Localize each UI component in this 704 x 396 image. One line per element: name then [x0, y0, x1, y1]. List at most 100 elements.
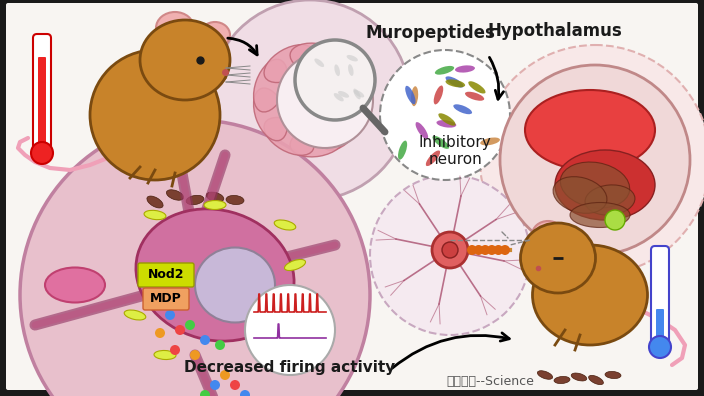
Ellipse shape [140, 20, 230, 100]
Circle shape [245, 285, 335, 375]
Circle shape [200, 335, 210, 345]
Circle shape [474, 245, 484, 255]
FancyBboxPatch shape [143, 288, 189, 310]
Ellipse shape [432, 136, 449, 149]
Text: Muropeptides: Muropeptides [365, 24, 495, 42]
Circle shape [467, 245, 477, 255]
Circle shape [215, 340, 225, 350]
FancyBboxPatch shape [33, 34, 51, 152]
Ellipse shape [560, 162, 629, 208]
Ellipse shape [525, 90, 655, 170]
Circle shape [220, 370, 230, 380]
Ellipse shape [346, 55, 358, 61]
Ellipse shape [284, 259, 306, 270]
Circle shape [175, 325, 185, 335]
Ellipse shape [436, 120, 456, 128]
Ellipse shape [585, 185, 635, 215]
Ellipse shape [206, 192, 224, 202]
Ellipse shape [353, 90, 364, 97]
Ellipse shape [446, 76, 463, 88]
FancyBboxPatch shape [656, 309, 664, 339]
Ellipse shape [321, 104, 363, 150]
Ellipse shape [166, 190, 184, 200]
Text: Hypothalamus: Hypothalamus [488, 22, 622, 40]
Ellipse shape [570, 202, 630, 227]
Ellipse shape [253, 59, 287, 112]
Ellipse shape [415, 122, 428, 139]
Ellipse shape [605, 371, 621, 379]
Ellipse shape [204, 200, 226, 209]
Ellipse shape [398, 141, 407, 160]
Ellipse shape [553, 177, 607, 213]
Ellipse shape [348, 64, 353, 76]
Circle shape [480, 45, 704, 275]
Ellipse shape [45, 268, 105, 303]
Ellipse shape [200, 22, 230, 48]
FancyBboxPatch shape [651, 246, 669, 344]
Ellipse shape [334, 93, 344, 101]
Circle shape [155, 328, 165, 338]
Text: Inhibitory
neuron: Inhibitory neuron [419, 135, 491, 167]
Circle shape [240, 390, 250, 396]
Ellipse shape [275, 220, 296, 230]
Ellipse shape [334, 65, 340, 76]
Ellipse shape [537, 371, 553, 379]
Circle shape [210, 0, 410, 200]
Ellipse shape [532, 221, 564, 249]
Circle shape [442, 242, 458, 258]
Ellipse shape [480, 137, 500, 145]
Circle shape [295, 40, 375, 120]
Ellipse shape [337, 72, 367, 128]
Ellipse shape [90, 50, 220, 180]
Text: Decreased firing activity: Decreased firing activity [184, 360, 396, 375]
Circle shape [170, 345, 180, 355]
Ellipse shape [468, 81, 486, 93]
Circle shape [370, 175, 530, 335]
Circle shape [185, 320, 195, 330]
Text: MDP: MDP [150, 293, 182, 305]
Ellipse shape [264, 45, 314, 82]
Ellipse shape [353, 89, 360, 99]
Ellipse shape [338, 91, 349, 98]
Ellipse shape [124, 310, 146, 320]
Ellipse shape [554, 377, 570, 384]
Circle shape [230, 380, 240, 390]
Circle shape [605, 210, 625, 230]
Ellipse shape [455, 65, 475, 72]
Ellipse shape [453, 104, 472, 114]
Ellipse shape [426, 150, 440, 166]
Ellipse shape [555, 150, 655, 220]
Text: 图片来源--Science: 图片来源--Science [446, 375, 534, 388]
FancyBboxPatch shape [138, 263, 194, 287]
Circle shape [210, 380, 220, 390]
Ellipse shape [439, 113, 455, 126]
Ellipse shape [156, 12, 194, 44]
Circle shape [432, 232, 468, 268]
Ellipse shape [321, 50, 363, 96]
Circle shape [190, 350, 200, 360]
Circle shape [649, 336, 671, 358]
Ellipse shape [406, 86, 415, 104]
Circle shape [31, 142, 53, 164]
Ellipse shape [253, 88, 287, 141]
Ellipse shape [264, 118, 314, 155]
Ellipse shape [290, 43, 344, 74]
Circle shape [480, 245, 490, 255]
Circle shape [165, 310, 175, 320]
Circle shape [494, 245, 503, 255]
Ellipse shape [154, 350, 176, 360]
Circle shape [277, 52, 373, 148]
Ellipse shape [337, 72, 367, 128]
Ellipse shape [520, 223, 596, 293]
Ellipse shape [290, 126, 344, 157]
Ellipse shape [435, 66, 454, 75]
Ellipse shape [136, 209, 294, 341]
Ellipse shape [434, 86, 444, 105]
Circle shape [486, 245, 497, 255]
Circle shape [20, 120, 370, 396]
Ellipse shape [315, 59, 324, 67]
Ellipse shape [147, 196, 163, 208]
Circle shape [200, 390, 210, 396]
Text: Nod2: Nod2 [148, 268, 184, 282]
Ellipse shape [571, 373, 586, 381]
